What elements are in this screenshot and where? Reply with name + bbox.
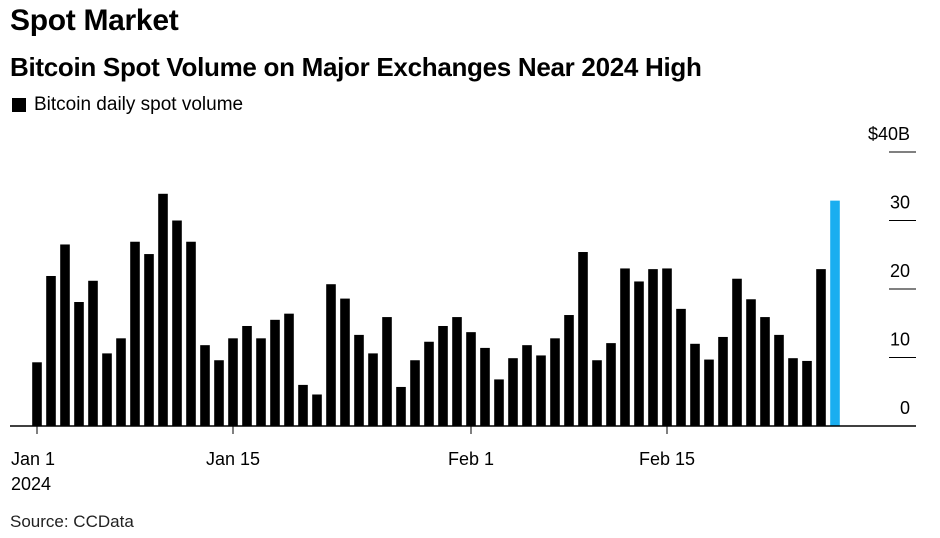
- bar: [648, 269, 658, 426]
- bar: [298, 384, 308, 426]
- bar: [718, 336, 728, 426]
- bar: [494, 379, 504, 426]
- bar: [690, 343, 700, 426]
- x-tick-label: Feb 1: [448, 449, 494, 469]
- bar: [788, 358, 798, 426]
- bar: [550, 338, 560, 426]
- bar: [116, 338, 126, 426]
- bar: [312, 394, 322, 426]
- bar: [130, 241, 140, 426]
- bar: [382, 317, 392, 426]
- y-tick-label: 30: [890, 193, 910, 213]
- bar: [284, 313, 294, 426]
- x-tick-label: Feb 15: [639, 449, 695, 469]
- bar: [396, 386, 406, 426]
- bar: [466, 332, 476, 426]
- bar: [368, 353, 378, 426]
- bar: [326, 284, 336, 426]
- legend-swatch: [12, 98, 26, 112]
- kicker: Spot Market: [10, 4, 179, 37]
- bar: [536, 355, 546, 426]
- bar: [144, 254, 154, 426]
- y-tick-label: 10: [890, 330, 910, 350]
- bar: [732, 278, 742, 426]
- bar: [816, 269, 826, 426]
- y-tick-label: 0: [900, 398, 910, 418]
- bar: [564, 315, 574, 426]
- bar: [74, 302, 84, 426]
- bar: [452, 317, 462, 426]
- bar: [340, 298, 350, 426]
- bar: [438, 325, 448, 426]
- bar: [634, 281, 644, 426]
- bar: [228, 338, 238, 426]
- bar: [746, 299, 756, 426]
- bar: [88, 280, 98, 426]
- bar: [704, 359, 714, 426]
- bar: [760, 317, 770, 426]
- bar: [256, 338, 266, 426]
- bar: [172, 220, 182, 426]
- bar: [662, 268, 672, 426]
- x-tick-sublabel: 2024: [11, 474, 51, 494]
- bar: [46, 275, 56, 426]
- legend-label: Bitcoin daily spot volume: [34, 94, 244, 115]
- bar: [270, 319, 280, 426]
- bar: [480, 347, 490, 426]
- bar: [200, 345, 210, 426]
- y-tick-label: $40B: [868, 124, 910, 144]
- chart-title: Bitcoin Spot Volume on Major Exchanges N…: [10, 52, 702, 82]
- bar: [606, 343, 616, 426]
- bar: [102, 353, 112, 426]
- bar: [522, 345, 532, 426]
- legend: Bitcoin daily spot volume: [12, 94, 243, 116]
- bar: [32, 362, 42, 426]
- bar: [802, 360, 812, 426]
- bar: [774, 334, 784, 426]
- x-tick-label: Jan 15: [206, 449, 260, 469]
- bar: [214, 360, 224, 426]
- bar: [676, 308, 686, 426]
- source-note: Source: CCData: [10, 512, 134, 531]
- x-tick-label: Jan 1: [11, 449, 55, 469]
- bar: [410, 360, 420, 426]
- bar: [592, 360, 602, 426]
- bar: [60, 244, 70, 426]
- bar: [186, 241, 196, 426]
- bar-highlight: [830, 200, 840, 426]
- bar: [424, 341, 434, 426]
- bar: [578, 252, 588, 426]
- bar: [354, 334, 364, 426]
- bar: [508, 358, 518, 426]
- bar: [242, 325, 252, 426]
- bar: [620, 268, 630, 426]
- bar: [158, 193, 168, 426]
- y-tick-label: 20: [890, 261, 910, 281]
